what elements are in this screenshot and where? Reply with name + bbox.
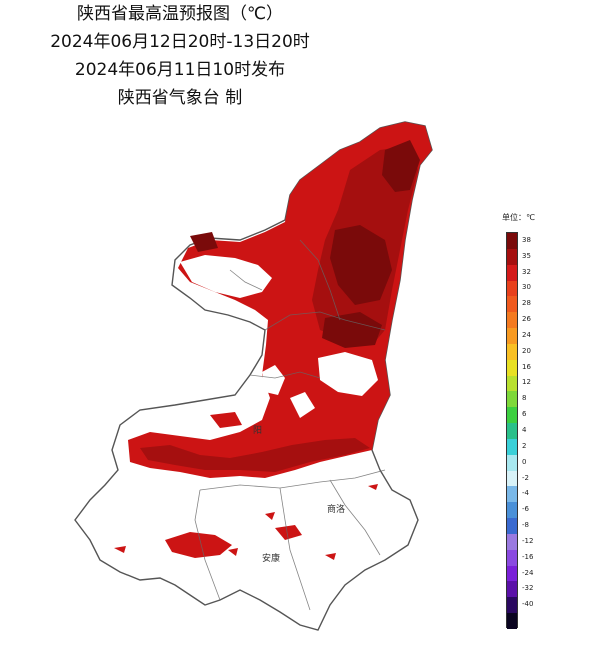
legend-swatch	[507, 470, 517, 487]
title-block: 陕西省最高温预报图（℃） 2024年06月12日20时-13日20时 2024年…	[0, 0, 360, 112]
heat-patch	[228, 548, 238, 556]
legend-label: 26	[522, 315, 531, 324]
issue-time: 2024年06月11日10时发布	[74, 60, 286, 80]
legend-swatch	[507, 533, 517, 551]
city-label-xianyang: 阳	[253, 425, 262, 436]
legend-swatch	[507, 233, 517, 250]
valid-period: 2024年06月12日20时-13日20时	[50, 32, 310, 52]
heat-zone-38	[322, 312, 382, 348]
legend-swatch	[507, 312, 517, 329]
legend-swatch	[507, 248, 517, 266]
legend-swatch	[507, 565, 517, 582]
cool-pocket	[290, 392, 315, 418]
map-title: 陕西省最高温预报图（℃）	[76, 4, 284, 24]
legend-swatch	[507, 581, 517, 598]
legend-label: -8	[522, 521, 529, 530]
legend-swatch	[507, 264, 517, 281]
legend-label: -2	[522, 473, 529, 482]
legend-swatch	[507, 613, 517, 630]
legend-swatch	[507, 296, 517, 313]
heat-zone-35	[210, 412, 242, 428]
city-label-ankang: 安康	[262, 552, 280, 564]
legend-label: -4	[522, 489, 529, 498]
legend-label: 2	[522, 441, 527, 450]
heat-zone-38	[190, 232, 218, 252]
cool-pocket	[180, 255, 272, 298]
city-boundaries	[194, 239, 386, 611]
legend-swatch	[507, 502, 517, 519]
legend-label: 4	[522, 426, 527, 434]
legend-swatch	[507, 486, 517, 503]
legend-label: -24	[522, 568, 534, 577]
heat-zone-38	[382, 140, 420, 192]
legend-label: 32	[522, 267, 531, 276]
legend-swatch	[507, 328, 517, 345]
heat-zone-38	[330, 225, 392, 305]
legend-swatch	[507, 423, 517, 440]
heat-patch	[368, 484, 378, 490]
cool-pocket	[318, 352, 378, 396]
legend-label: 16	[522, 362, 531, 371]
heat-zone-35	[140, 438, 370, 472]
legend-swatch	[507, 438, 517, 456]
legend-label: -12	[522, 536, 534, 545]
legend-swatch	[507, 407, 517, 424]
legend-label: 20	[522, 346, 531, 355]
legend-label: 6	[522, 410, 527, 419]
legend-label: -16	[522, 552, 534, 561]
legend-swatch	[507, 518, 517, 535]
legend-label: 24	[522, 330, 531, 339]
heat-patch	[114, 546, 126, 553]
legend-label: 30	[522, 283, 531, 292]
issuer: 陕西省气象台 制	[117, 88, 243, 108]
legend-swatch	[507, 391, 517, 408]
legend-label: 12	[522, 378, 531, 387]
legend-swatch	[507, 454, 517, 472]
legend-label: -40	[522, 600, 534, 609]
legend-swatch	[507, 343, 517, 361]
cool-pocket	[262, 365, 285, 395]
heat-patch	[165, 532, 232, 558]
legend-unit: 单位：℃	[502, 213, 535, 222]
legend-label: 0	[522, 457, 527, 466]
legend-swatch	[507, 280, 517, 297]
legend-swatch	[507, 597, 517, 614]
heat-patch	[325, 553, 336, 560]
legend-label: 28	[522, 299, 531, 308]
legend-color-bar	[506, 232, 518, 630]
legend-swatch	[507, 359, 517, 377]
legend-label: 38	[522, 235, 531, 244]
legend-label: -32	[522, 584, 534, 593]
legend-swatch	[507, 549, 517, 567]
legend-label: 35	[522, 251, 531, 260]
city-label-shangluo: 商洛	[327, 503, 345, 515]
heat-patch	[265, 512, 275, 520]
heat-patch	[275, 525, 302, 540]
legend-label: -6	[522, 505, 529, 514]
legend-swatch	[507, 375, 517, 392]
legend-label: 8	[522, 394, 527, 403]
